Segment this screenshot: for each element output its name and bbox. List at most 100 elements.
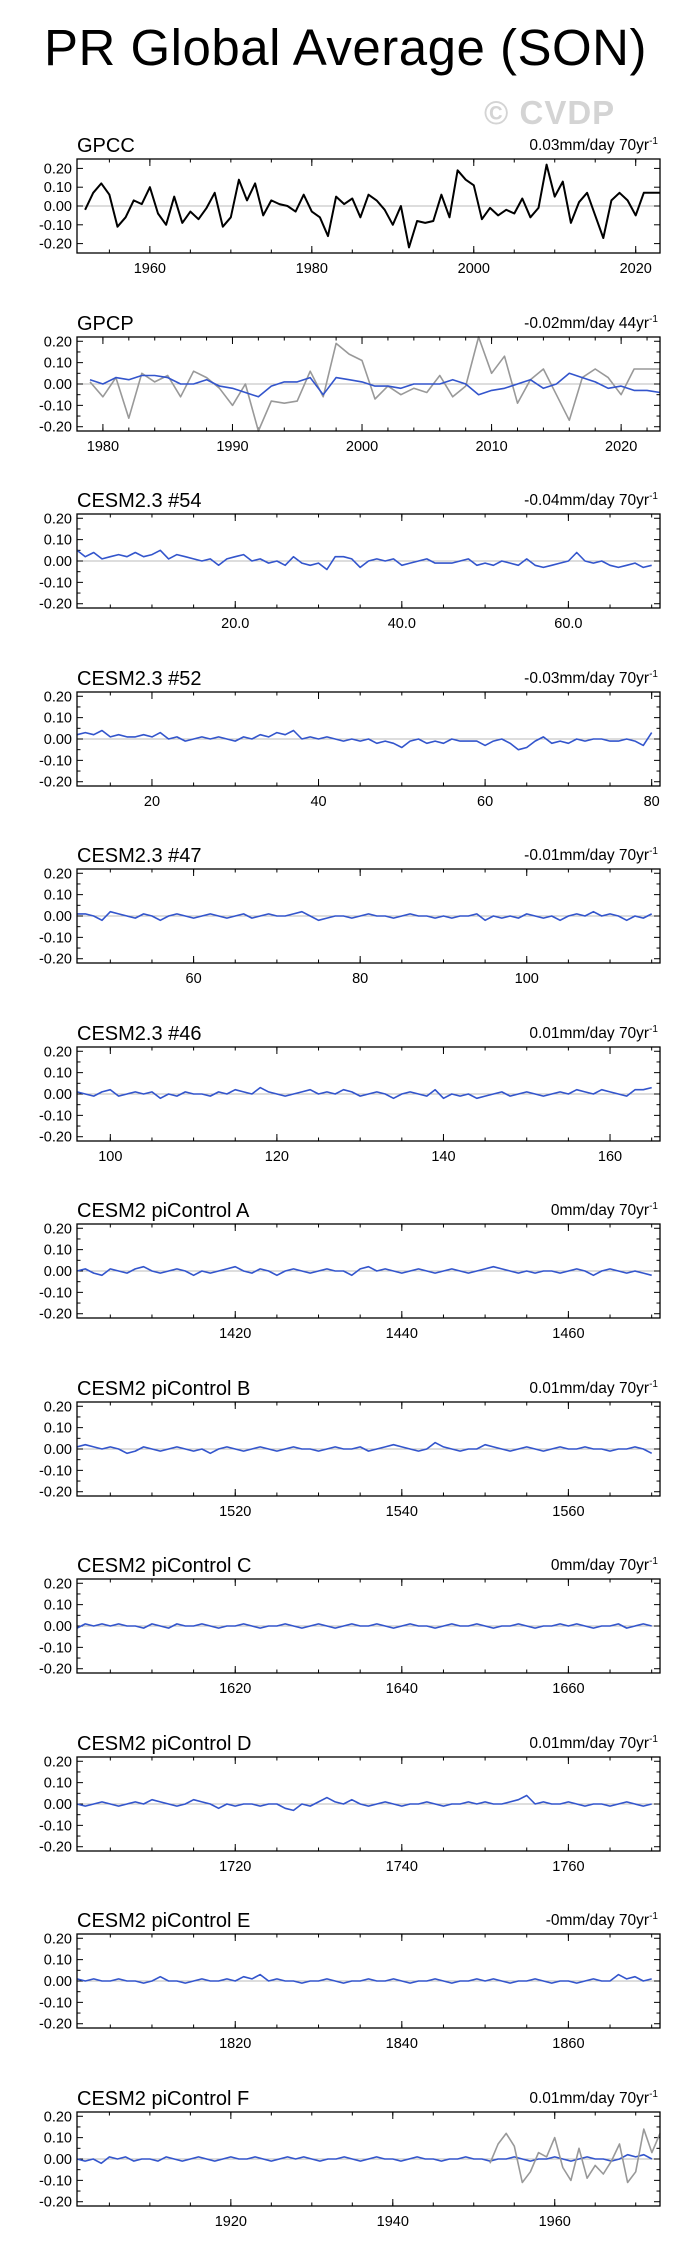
- chart-panel-11: CESM2 piControl E -0mm/day 70yr-1 0.20 0.10…: [39, 1910, 661, 2052]
- x-tick-label: 1440: [386, 1326, 418, 1342]
- series-line-gpcc: [84, 163, 660, 249]
- x-tick-label: 1840: [386, 2036, 418, 2052]
- plot-frame: [76, 513, 661, 609]
- y-tick-label: 0.00: [44, 909, 72, 925]
- plot-frame: [76, 1578, 661, 1674]
- x-tick-label: 100: [515, 971, 539, 987]
- chart-panel-4: CESM2.3 #52 -0.03mm/day 70yr-1 0.20 0.10 0.0…: [39, 668, 661, 810]
- y-tick-label: -0.10: [39, 1640, 72, 1656]
- y-tick-label: 0.20: [44, 1044, 72, 1060]
- x-tick-label: 1420: [219, 1326, 251, 1342]
- y-tick-label: 0.10: [44, 533, 72, 549]
- y-tick-label: -0.10: [39, 1995, 72, 2011]
- trend-value: -0.01mm/day 70yr: [524, 847, 649, 864]
- y-tick-label: -0.10: [39, 575, 72, 591]
- trend-value: -0.04mm/day 70yr: [524, 492, 649, 509]
- y-tick-label: 0.20: [44, 1576, 72, 1592]
- x-tick-label: 20.0: [221, 616, 249, 632]
- y-tick-label: -0.10: [39, 1818, 72, 1834]
- y-tick-label: 0.10: [44, 1243, 72, 1259]
- y-tick-label: 0.20: [44, 866, 72, 882]
- chart-panel-3: CESM2.3 #54 -0.04mm/day 70yr-1 0.20 0.10 0.0…: [39, 490, 661, 632]
- trend-label: 0.01mm/day 70yr-1: [529, 1734, 658, 1752]
- x-tick-label: 2020: [620, 261, 652, 277]
- y-tick-label: 0.20: [44, 689, 72, 705]
- y-tick-label: 0.00: [44, 1264, 72, 1280]
- x-tick-label: 1560: [552, 1504, 584, 1520]
- trend-label: -0.04mm/day 70yr-1: [524, 491, 658, 509]
- panel-title: GPCC: [77, 135, 135, 157]
- x-tick-label: 60: [186, 971, 202, 987]
- y-tick-label: 0.10: [44, 888, 72, 904]
- trend-value: 0.01mm/day 70yr: [529, 1380, 649, 1397]
- trend-exponent: -1: [649, 1734, 658, 1745]
- y-tick-label: 0.20: [44, 1221, 72, 1237]
- trend-label: 0.01mm/day 70yr-1: [529, 1024, 658, 1042]
- y-tick-label: 0.00: [44, 1442, 72, 1458]
- y-tick-label: 0.20: [44, 334, 72, 350]
- panel-title: CESM2.3 #52: [77, 668, 202, 690]
- panel-title: CESM2 piControl E: [77, 1910, 250, 1932]
- chart-panel-2: GPCP -0.02mm/day 44yr-1 0.20 0.10 0.00 -0.10 -…: [39, 313, 661, 455]
- trend-exponent: -1: [649, 846, 658, 857]
- series-line-cesm2-3-46: [76, 1086, 652, 1100]
- trend-label: 0.01mm/day 70yr-1: [529, 2089, 658, 2107]
- y-tick-label: 0.20: [44, 1931, 72, 1947]
- trend-value: 0mm/day 70yr: [551, 1202, 649, 1219]
- trend-exponent: -1: [649, 491, 658, 502]
- x-tick-label: 1990: [216, 439, 248, 455]
- x-tick-label: 1960: [539, 2214, 571, 2230]
- y-tick-label: 0.10: [44, 1066, 72, 1082]
- trend-label: -0.01mm/day 70yr-1: [524, 846, 658, 864]
- series-line-cesm2-picontrol-c: [76, 1623, 652, 1629]
- trend-exponent: -1: [649, 1201, 658, 1212]
- panel-title: CESM2.3 #54: [77, 490, 202, 512]
- x-tick-label: 100: [98, 1149, 122, 1165]
- y-tick-label: 0.00: [44, 2152, 72, 2168]
- trend-exponent: -1: [649, 1556, 658, 1567]
- trend-exponent: -1: [649, 1911, 658, 1922]
- y-tick-label: 0.00: [44, 554, 72, 570]
- y-tick-label: -0.10: [39, 753, 72, 769]
- y-tick-label: 0.00: [44, 377, 72, 393]
- y-tick-label: 0.10: [44, 2131, 72, 2147]
- y-tick-label: -0.20: [39, 1840, 72, 1856]
- y-tick-label: 0.00: [44, 1974, 72, 1990]
- trend-label: 0.01mm/day 70yr-1: [529, 1379, 658, 1397]
- trend-exponent: -1: [649, 669, 658, 680]
- y-tick-label: -0.20: [39, 952, 72, 968]
- trend-value: -0.02mm/day 44yr: [524, 315, 649, 332]
- x-tick-label: 1740: [386, 1859, 418, 1875]
- plot-frame: [76, 336, 661, 432]
- trend-value: -0.03mm/day 70yr: [524, 670, 649, 687]
- x-tick-label: 1540: [386, 1504, 418, 1520]
- trend-label: -0.03mm/day 70yr-1: [524, 669, 658, 687]
- chart-panel-8: CESM2 piControl B 0.01mm/day 70yr-1 0.20 0.…: [39, 1378, 661, 1520]
- x-tick-label: 1460: [552, 1326, 584, 1342]
- x-tick-label: 1620: [219, 1681, 251, 1697]
- plot-frame: [76, 1756, 661, 1852]
- trend-exponent: -1: [649, 136, 658, 147]
- trend-value: 0mm/day 70yr: [551, 1557, 649, 1574]
- trend-label: 0mm/day 70yr-1: [551, 1201, 659, 1219]
- trend-label: 0.03mm/day 70yr-1: [529, 136, 658, 154]
- chart-panel-9: CESM2 piControl C 0mm/day 70yr-1 0.20 0.10 0…: [39, 1555, 661, 1697]
- series-line-cesm2-3-52: [76, 729, 653, 751]
- y-tick-label: 0.10: [44, 1598, 72, 1614]
- x-tick-label: 80: [352, 971, 368, 987]
- trend-value: 0.01mm/day 70yr: [529, 1735, 649, 1752]
- x-tick-label: 1960: [134, 261, 166, 277]
- series-line-gpcc: [489, 2128, 661, 2184]
- x-tick-label: 60.0: [554, 616, 582, 632]
- y-tick-label: -0.10: [39, 1285, 72, 1301]
- x-tick-label: 1760: [552, 1859, 584, 1875]
- panel-title: GPCP: [77, 313, 134, 335]
- y-tick-label: -0.10: [39, 1463, 72, 1479]
- trend-exponent: -1: [649, 1379, 658, 1390]
- page-title: PR Global Average (SON): [44, 19, 647, 76]
- x-tick-label: 140: [431, 1149, 455, 1165]
- series-line-cesm2-picontrol-e: [76, 1973, 652, 1984]
- y-tick-label: 0.00: [44, 199, 72, 215]
- x-tick-label: 1980: [87, 439, 119, 455]
